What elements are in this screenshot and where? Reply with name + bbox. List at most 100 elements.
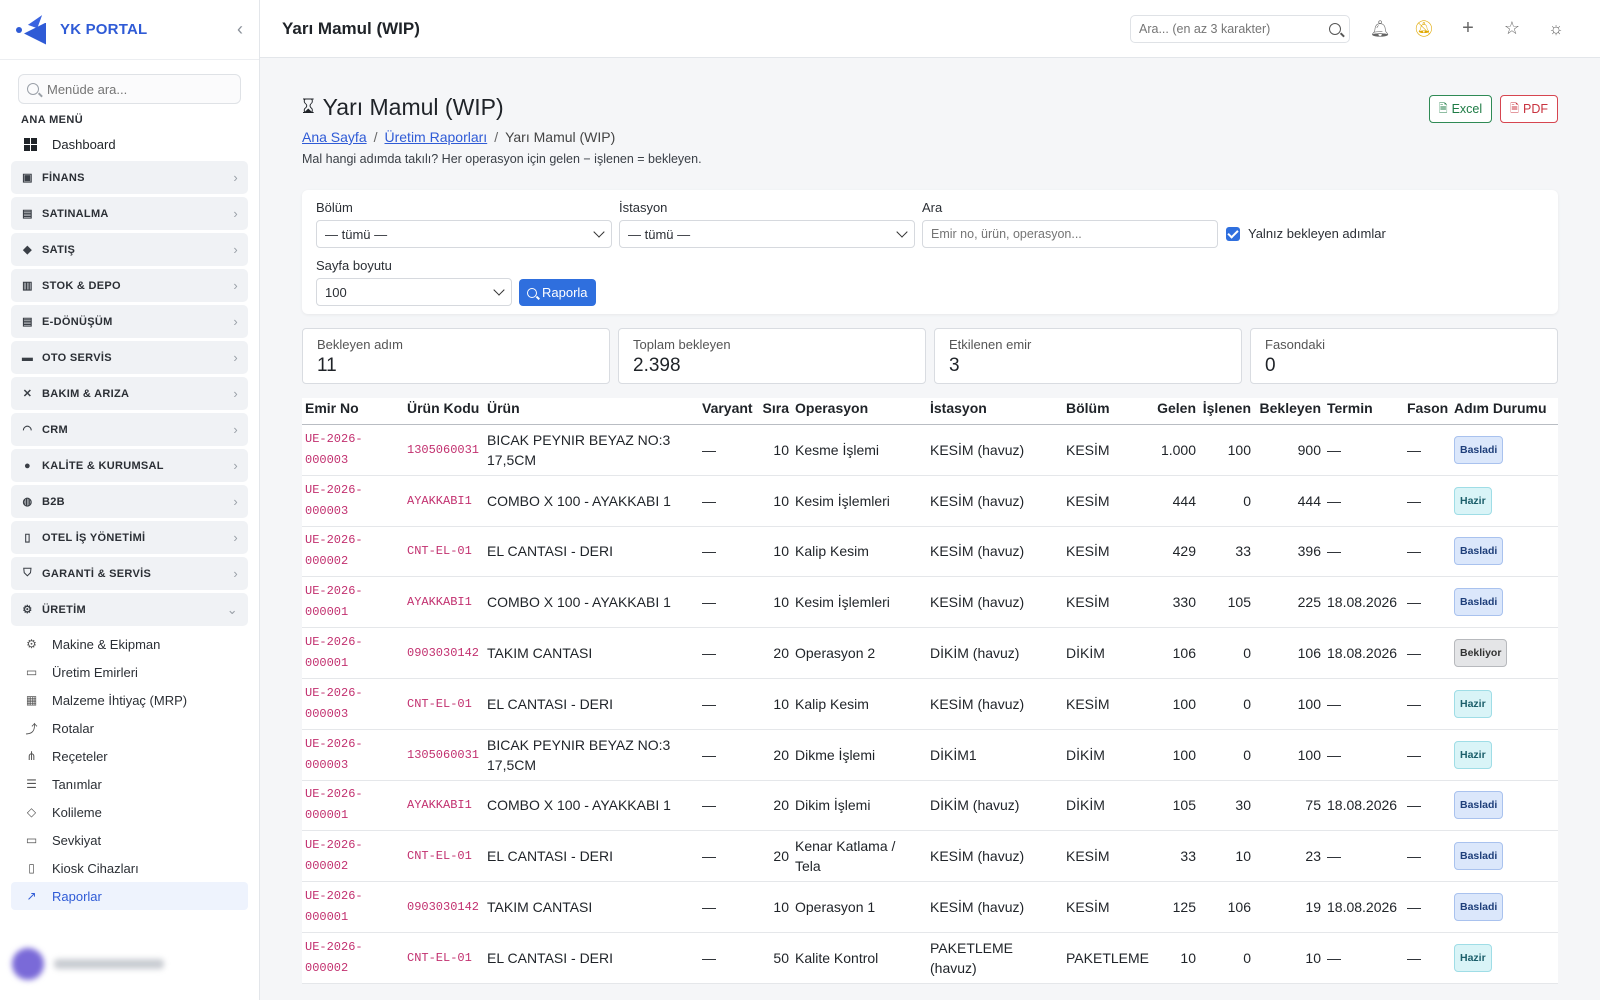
- breadcrumb-home[interactable]: Ana Sayfa: [302, 129, 367, 145]
- sidebar-group-6[interactable]: ✕ BAKIM & ARIZA ›: [11, 377, 248, 410]
- column-header[interactable]: Bekleyen: [1254, 398, 1324, 425]
- report-button[interactable]: Raporla: [519, 279, 596, 306]
- table-row[interactable]: UE-2026-000002 CNT-EL-01 EL CANTASI - DERI…: [302, 932, 1558, 984]
- sidebar-group-7[interactable]: ◠ CRM ›: [11, 413, 248, 446]
- sun-icon[interactable]: ☼: [1548, 18, 1564, 38]
- sidebar-group-3[interactable]: ▥ STOK & DEPO ›: [11, 269, 248, 302]
- cell-emir[interactable]: UE-2026-000002: [302, 932, 404, 984]
- column-header[interactable]: Operasyon: [792, 398, 927, 425]
- global-search-input[interactable]: [1139, 21, 1329, 36]
- cell-emir[interactable]: UE-2026-000003: [302, 424, 404, 476]
- column-header[interactable]: Gelen: [1151, 398, 1199, 425]
- sidebar-group-8[interactable]: ● KALİTE & KURUMSAL ›: [11, 449, 248, 482]
- menu-search-input[interactable]: [47, 81, 227, 97]
- sidebar-group-label: B2B: [42, 495, 65, 508]
- sidebar-subitem-0[interactable]: ⚙ Makine & Ekipman: [0, 630, 259, 658]
- sidebar-group-4[interactable]: ▤ E-DÖNÜŞÜM ›: [11, 305, 248, 338]
- sidebar-group-11[interactable]: ⛉ GARANTİ & SERVİS ›: [11, 557, 248, 590]
- table-row[interactable]: UE-2026-000003 CNT-EL-01 EL CANTASI - DERI…: [302, 678, 1558, 730]
- cell-emir[interactable]: UE-2026-000001: [302, 576, 404, 629]
- column-header[interactable]: Bölüm: [1063, 398, 1151, 425]
- sidebar-subitem-6[interactable]: ◇ Kolileme: [0, 798, 259, 826]
- cell-islenen: 0: [1199, 475, 1254, 527]
- cell-bekleyen: 19: [1254, 881, 1324, 933]
- star-icon[interactable]: ☆: [1503, 18, 1521, 38]
- bolum-select[interactable]: — tümü —: [316, 220, 612, 248]
- excel-button[interactable]: 🗎 Excel: [1428, 95, 1493, 123]
- sidebar-group-1[interactable]: ▤ SATINALMA ›: [11, 197, 248, 230]
- cell-termin: —: [1324, 424, 1404, 476]
- sidebar-group-5[interactable]: ▬ OTO SERVİS ›: [11, 341, 248, 374]
- cell-urun: COMBO X 100 - AYAKKABI 1: [484, 576, 699, 629]
- sidebar-group-12[interactable]: ⚙ ÜRETİM ⌄: [11, 593, 248, 626]
- cell-emir[interactable]: UE-2026-000003: [302, 678, 404, 730]
- sidebar-subitem-4[interactable]: ⋔ Reçeteler: [0, 742, 259, 770]
- column-header[interactable]: İşlenen: [1199, 398, 1254, 425]
- cell-emir[interactable]: UE-2026-000002: [302, 830, 404, 883]
- chevron-right-icon: ›: [233, 386, 238, 401]
- cell-emir[interactable]: UE-2026-000002: [302, 526, 404, 578]
- plus-icon[interactable]: +: [1462, 17, 1474, 39]
- brand-name: YK PORTAL: [60, 21, 148, 38]
- column-header[interactable]: Fason: [1404, 398, 1451, 425]
- global-search[interactable]: [1130, 14, 1350, 43]
- user-profile[interactable]: [12, 944, 248, 984]
- table-row[interactable]: UE-2026-000002 CNT-EL-01 EL CANTASI - DERI…: [302, 830, 1558, 883]
- column-header[interactable]: Emir No: [302, 398, 404, 425]
- cell-emir[interactable]: UE-2026-000001: [302, 881, 404, 933]
- cell-emir[interactable]: UE-2026-000001: [302, 780, 404, 832]
- table-row[interactable]: UE-2026-000003 AYAKKABI1 COMBO X 100 - AYA…: [302, 475, 1558, 527]
- shield-icon: ⛉: [23, 567, 32, 579]
- collapse-sidebar-icon[interactable]: ‹: [237, 19, 243, 39]
- column-header[interactable]: İstasyon: [927, 398, 1063, 425]
- sidebar-group-9[interactable]: ◍ B2B ›: [11, 485, 248, 518]
- sidebar-subitem-1[interactable]: ▭ Üretim Emirleri: [0, 658, 259, 686]
- cell-sira: 20: [759, 780, 792, 832]
- table-row[interactable]: UE-2026-000001 AYAKKABI1 COMBO X 100 - AYA…: [302, 780, 1558, 832]
- only-pending-checkbox[interactable]: Yalnız bekleyen adımlar: [1226, 226, 1386, 241]
- istasyon-select[interactable]: — tümü —: [619, 220, 915, 248]
- table-row[interactable]: UE-2026-000003 1305060031 BICAK PEYNIR BEY…: [302, 729, 1558, 781]
- column-header[interactable]: Termin: [1324, 398, 1404, 425]
- sidebar-subitem-7[interactable]: ▭ Sevkiyat: [0, 826, 259, 854]
- cell-emir[interactable]: UE-2026-000003: [302, 729, 404, 781]
- sidebar-group-0[interactable]: ▣ FİNANS ›: [11, 161, 248, 194]
- menu-search[interactable]: [18, 74, 241, 104]
- bell-icon[interactable]: 🔔︎: [1369, 20, 1391, 38]
- pdf-button[interactable]: 🗎 PDF: [1500, 95, 1558, 123]
- table-row[interactable]: UE-2026-000002 CNT-EL-01 EL CANTASI - DERI…: [302, 526, 1558, 578]
- page-title-text: Yarı Mamul (WIP): [322, 94, 504, 120]
- cell-fason: —: [1404, 830, 1451, 883]
- ara-input[interactable]: [922, 220, 1218, 248]
- bell-slash-icon[interactable]: 🔕︎: [1413, 20, 1435, 38]
- page-title-top: Yarı Mamul (WIP): [282, 18, 420, 38]
- cell-emir[interactable]: UE-2026-000001: [302, 627, 404, 679]
- sidebar-subitem-9[interactable]: ↗ Raporlar: [11, 882, 248, 910]
- cell-ist: DİKİM (havuz): [927, 780, 1063, 832]
- cell-varyant: —: [699, 678, 759, 730]
- sidebar-group-10[interactable]: ▯ OTEL İŞ YÖNETİMİ ›: [11, 521, 248, 554]
- table-row[interactable]: UE-2026-000003 1305060031 BICAK PEYNIR BEY…: [302, 424, 1558, 476]
- sidebar-subitem-5[interactable]: ☰ Tanımlar: [0, 770, 259, 798]
- column-header[interactable]: Ürün: [484, 398, 699, 425]
- kpi-card: Bekleyen adım 11: [302, 328, 610, 384]
- sidebar-subitem-3[interactable]: ⤴ Rotalar: [0, 714, 259, 742]
- sidebar-subitem-8[interactable]: ▯ Kiosk Cihazları: [0, 854, 259, 882]
- column-header[interactable]: Ürün Kodu: [404, 398, 484, 425]
- search-icon[interactable]: [1329, 22, 1341, 35]
- column-header[interactable]: Adım Durumu: [1451, 398, 1558, 425]
- chevron-right-icon: ›: [233, 278, 238, 293]
- table-row[interactable]: UE-2026-000001 0903030142 TAKIM CANTASI —20…: [302, 627, 1558, 679]
- sidebar-group-2[interactable]: ◆ SATIŞ ›: [11, 233, 248, 266]
- sidebar-subitem-2[interactable]: ▦ Malzeme İhtiyaç (MRP): [0, 686, 259, 714]
- breadcrumb-reports[interactable]: Üretim Raporları: [384, 129, 488, 145]
- column-header[interactable]: Sıra: [759, 398, 792, 425]
- column-header[interactable]: Varyant: [699, 398, 759, 425]
- page-size-select[interactable]: 100: [316, 278, 512, 306]
- kpi-card: Etkilenen emir 3: [934, 328, 1242, 384]
- table-row[interactable]: UE-2026-000001 AYAKKABI1 COMBO X 100 - AYA…: [302, 576, 1558, 629]
- checkbox-checked-icon[interactable]: [1226, 226, 1240, 241]
- cell-emir[interactable]: UE-2026-000003: [302, 475, 404, 527]
- table-row[interactable]: UE-2026-000001 0903030142 TAKIM CANTASI —10…: [302, 881, 1558, 933]
- sidebar-item-dashboard[interactable]: Dashboard: [0, 130, 259, 158]
